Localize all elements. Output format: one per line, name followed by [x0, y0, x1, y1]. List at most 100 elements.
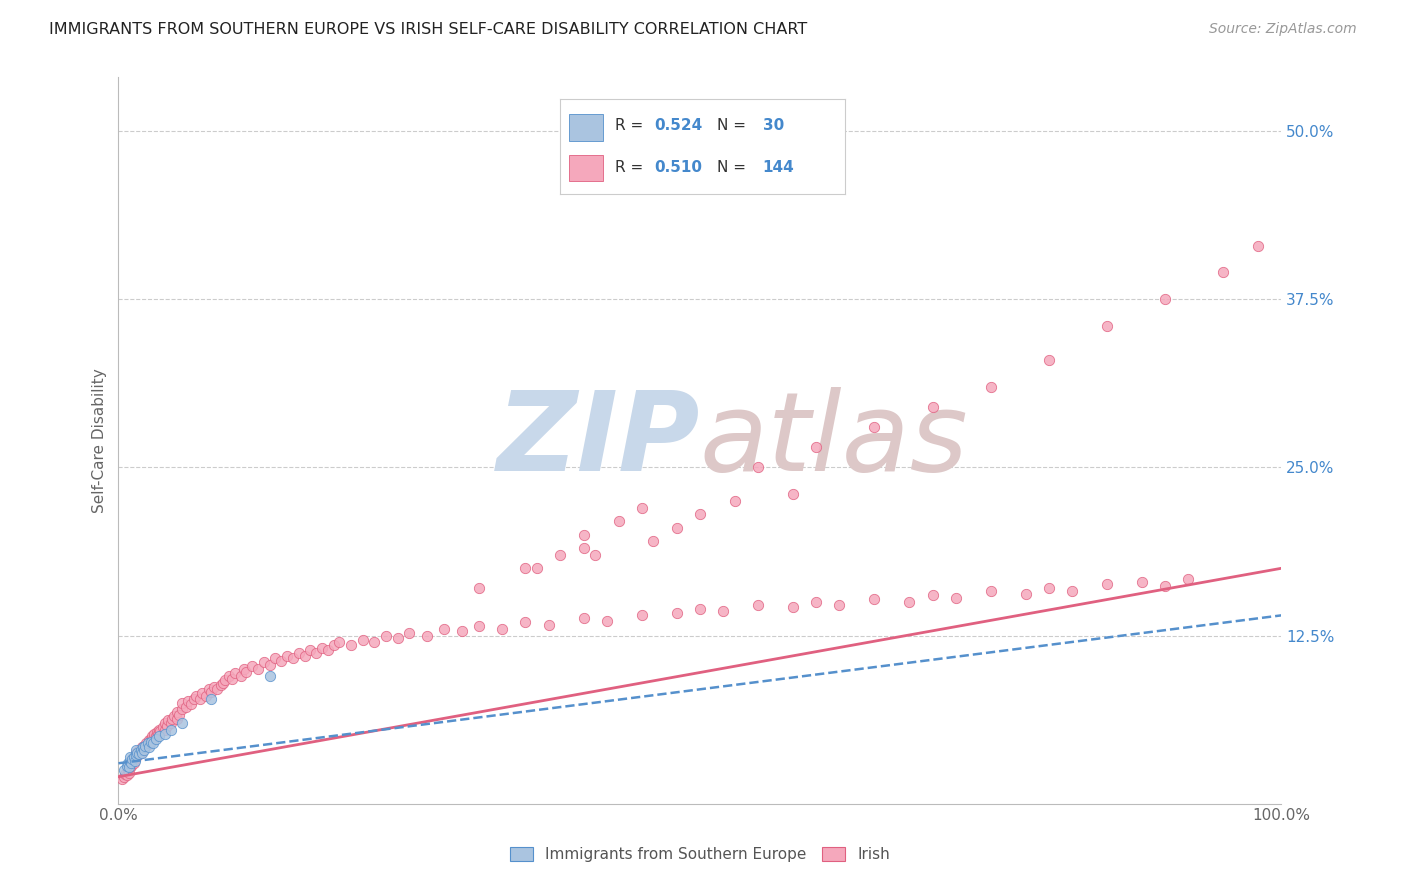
- Point: [172, 715, 194, 730]
- Point: [145, 732, 167, 747]
- Point: [111, 772, 134, 787]
- Point: [1014, 587, 1036, 601]
- Text: Source: ZipAtlas.com: Source: ZipAtlas.com: [1209, 22, 1357, 37]
- Point: [281, 651, 304, 665]
- Point: [114, 767, 136, 781]
- Point: [246, 662, 269, 676]
- Point: [167, 707, 190, 722]
- Point: [115, 759, 138, 773]
- Point: [665, 606, 688, 620]
- Point: [468, 582, 491, 596]
- Point: [186, 689, 208, 703]
- Point: [515, 615, 537, 629]
- Point: [515, 561, 537, 575]
- Point: [863, 592, 886, 607]
- Point: [152, 720, 174, 734]
- Point: [153, 723, 176, 737]
- Point: [194, 689, 217, 703]
- Point: [607, 514, 630, 528]
- Point: [229, 669, 252, 683]
- Point: [322, 638, 344, 652]
- Point: [120, 756, 142, 771]
- Point: [572, 611, 595, 625]
- Point: [1154, 579, 1177, 593]
- Point: [630, 500, 652, 515]
- Point: [270, 654, 292, 668]
- Point: [202, 680, 225, 694]
- Point: [572, 527, 595, 541]
- Point: [121, 752, 143, 766]
- Legend: Immigrants from Southern Europe, Irish: Immigrants from Southern Europe, Irish: [503, 841, 896, 869]
- Text: atlas: atlas: [700, 387, 969, 494]
- Point: [340, 638, 363, 652]
- Point: [115, 768, 138, 782]
- Point: [363, 635, 385, 649]
- Point: [120, 760, 142, 774]
- Point: [537, 617, 560, 632]
- Point: [207, 682, 229, 697]
- Point: [450, 624, 472, 639]
- Point: [142, 736, 165, 750]
- Point: [124, 752, 146, 766]
- Point: [214, 673, 236, 687]
- Point: [139, 735, 162, 749]
- Point: [138, 740, 160, 755]
- Point: [209, 678, 232, 692]
- Point: [921, 588, 943, 602]
- Point: [665, 521, 688, 535]
- Point: [180, 697, 202, 711]
- Point: [120, 759, 142, 773]
- Point: [125, 749, 148, 764]
- Point: [398, 625, 420, 640]
- Point: [224, 666, 246, 681]
- Point: [141, 730, 163, 744]
- Point: [172, 702, 194, 716]
- Point: [159, 715, 181, 730]
- Point: [122, 756, 145, 771]
- Point: [643, 534, 665, 549]
- Point: [125, 743, 148, 757]
- Point: [328, 635, 350, 649]
- Point: [117, 756, 139, 771]
- Point: [160, 712, 183, 726]
- Point: [129, 746, 152, 760]
- Point: [689, 601, 711, 615]
- Point: [689, 508, 711, 522]
- Point: [1247, 238, 1270, 252]
- Point: [299, 643, 322, 657]
- Point: [572, 541, 595, 555]
- Point: [112, 770, 135, 784]
- Point: [188, 691, 211, 706]
- Point: [945, 591, 967, 605]
- Point: [121, 754, 143, 768]
- Point: [1212, 265, 1234, 279]
- Point: [131, 740, 153, 755]
- Point: [374, 628, 396, 642]
- Point: [134, 740, 156, 755]
- Point: [352, 632, 374, 647]
- Point: [305, 646, 328, 660]
- Point: [132, 739, 155, 753]
- Point: [153, 727, 176, 741]
- Point: [980, 380, 1002, 394]
- Point: [122, 749, 145, 764]
- Point: [136, 736, 159, 750]
- Point: [146, 727, 169, 741]
- Point: [153, 715, 176, 730]
- Point: [166, 712, 188, 726]
- Point: [166, 705, 188, 719]
- Point: [125, 746, 148, 760]
- Point: [433, 622, 456, 636]
- Point: [1038, 352, 1060, 367]
- Point: [491, 622, 513, 636]
- Point: [120, 756, 142, 771]
- Point: [142, 732, 165, 747]
- Point: [157, 713, 180, 727]
- Point: [212, 675, 235, 690]
- Point: [724, 494, 747, 508]
- Point: [264, 651, 287, 665]
- Point: [1038, 582, 1060, 596]
- Point: [124, 754, 146, 768]
- Point: [135, 736, 157, 750]
- Point: [132, 743, 155, 757]
